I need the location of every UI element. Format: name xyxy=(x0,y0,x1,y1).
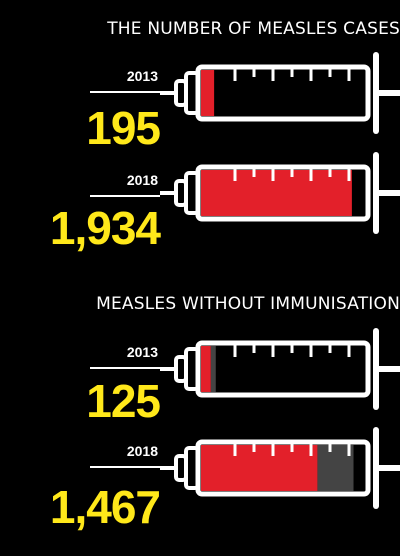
syringe-icon xyxy=(160,52,400,134)
year-label: 2013 xyxy=(126,344,158,360)
barrel xyxy=(195,164,371,222)
value-label: 125 xyxy=(86,375,161,427)
fill-bar xyxy=(201,70,215,116)
year-label: 2018 xyxy=(126,172,158,188)
value-label: 195 xyxy=(86,102,161,154)
section-title-without-immunisation: MEASLES WITHOUT IMMUNISATION xyxy=(96,294,400,314)
value-label: 1,934 xyxy=(49,202,161,254)
fill-bar xyxy=(201,170,352,216)
value-label: 1,467 xyxy=(49,481,161,533)
syringe-icon xyxy=(160,328,400,410)
section-title-measles-cases: THE NUMBER OF MEASLES CASES xyxy=(107,19,400,39)
barrel xyxy=(195,439,371,497)
fill-bar xyxy=(201,346,211,392)
year-underline xyxy=(90,367,160,369)
fill-bar-secondary xyxy=(210,346,216,392)
fill-bar xyxy=(201,445,318,491)
year-label: 2018 xyxy=(126,443,158,459)
barrel xyxy=(195,64,371,122)
year-underline xyxy=(90,91,160,93)
barrel xyxy=(195,340,371,398)
year-label: 2013 xyxy=(126,68,158,84)
syringe-icon xyxy=(160,152,400,234)
year-underline xyxy=(90,195,160,197)
syringe-icon xyxy=(160,427,400,509)
year-underline xyxy=(90,466,160,468)
